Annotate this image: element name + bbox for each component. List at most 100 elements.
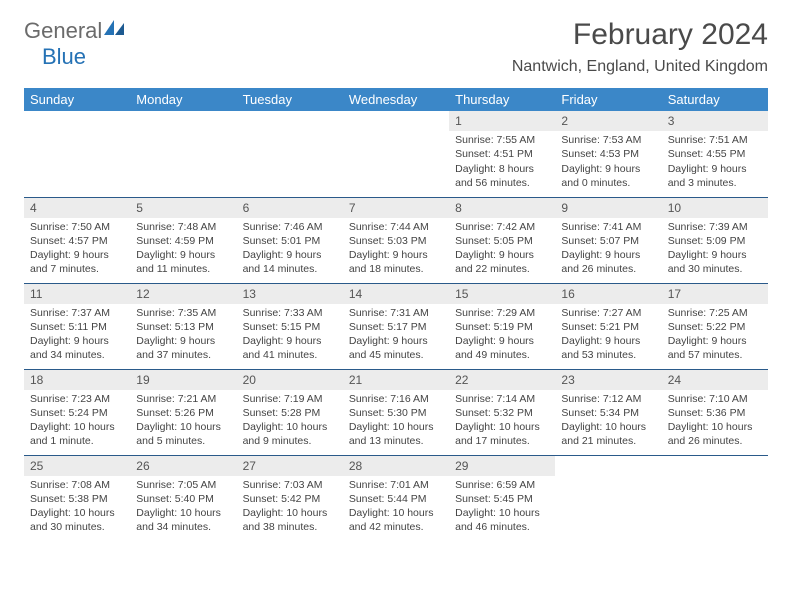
daylight-line: Daylight: 9 hours and 30 minutes. (668, 248, 762, 276)
daylight-line: Daylight: 9 hours and 37 minutes. (136, 334, 230, 362)
daylight-line: Daylight: 10 hours and 38 minutes. (243, 506, 337, 534)
day-number: 18 (24, 370, 130, 390)
calendar-cell: 21Sunrise: 7:16 AMSunset: 5:30 PMDayligh… (343, 369, 449, 455)
day-number: 11 (24, 284, 130, 304)
calendar-cell: 6Sunrise: 7:46 AMSunset: 5:01 PMDaylight… (237, 197, 343, 283)
calendar-cell: 7Sunrise: 7:44 AMSunset: 5:03 PMDaylight… (343, 197, 449, 283)
sunrise-line: Sunrise: 7:03 AM (243, 478, 337, 492)
day-number: 5 (130, 198, 236, 218)
sunrise-line: Sunrise: 7:10 AM (668, 392, 762, 406)
sunrise-line: Sunrise: 7:46 AM (243, 220, 337, 234)
day-number: 7 (343, 198, 449, 218)
logo-text-blue: Blue (42, 44, 126, 70)
calendar-cell: 10Sunrise: 7:39 AMSunset: 5:09 PMDayligh… (662, 197, 768, 283)
daylight-line: Daylight: 10 hours and 17 minutes. (455, 420, 549, 448)
calendar-cell: 12Sunrise: 7:35 AMSunset: 5:13 PMDayligh… (130, 283, 236, 369)
sunrise-line: Sunrise: 7:50 AM (30, 220, 124, 234)
col-header: Monday (130, 88, 236, 111)
day-number: 13 (237, 284, 343, 304)
calendar-cell: 27Sunrise: 7:03 AMSunset: 5:42 PMDayligh… (237, 455, 343, 541)
calendar-cell: 8Sunrise: 7:42 AMSunset: 5:05 PMDaylight… (449, 197, 555, 283)
sunrise-line: Sunrise: 7:48 AM (136, 220, 230, 234)
logo-text-general: General (24, 18, 102, 44)
calendar-cell: 1Sunrise: 7:55 AMSunset: 4:51 PMDaylight… (449, 111, 555, 197)
day-body: Sunrise: 7:21 AMSunset: 5:26 PMDaylight:… (130, 390, 236, 453)
calendar-cell (130, 111, 236, 197)
col-header: Friday (555, 88, 661, 111)
sunrise-line: Sunrise: 7:14 AM (455, 392, 549, 406)
sunset-line: Sunset: 5:24 PM (30, 406, 124, 420)
day-number: 27 (237, 456, 343, 476)
sunset-line: Sunset: 5:05 PM (455, 234, 549, 248)
daylight-line: Daylight: 9 hours and 14 minutes. (243, 248, 337, 276)
sunset-line: Sunset: 4:59 PM (136, 234, 230, 248)
sunset-line: Sunset: 5:40 PM (136, 492, 230, 506)
sunrise-line: Sunrise: 7:05 AM (136, 478, 230, 492)
day-body: Sunrise: 7:10 AMSunset: 5:36 PMDaylight:… (662, 390, 768, 453)
col-header: Sunday (24, 88, 130, 111)
day-number: 21 (343, 370, 449, 390)
day-number: 4 (24, 198, 130, 218)
daylight-line: Daylight: 10 hours and 46 minutes. (455, 506, 549, 534)
calendar-cell: 15Sunrise: 7:29 AMSunset: 5:19 PMDayligh… (449, 283, 555, 369)
sunrise-line: Sunrise: 7:39 AM (668, 220, 762, 234)
sunrise-line: Sunrise: 7:42 AM (455, 220, 549, 234)
day-body: Sunrise: 7:50 AMSunset: 4:57 PMDaylight:… (24, 218, 130, 281)
sunset-line: Sunset: 5:26 PM (136, 406, 230, 420)
sunset-line: Sunset: 4:57 PM (30, 234, 124, 248)
sunset-line: Sunset: 5:34 PM (561, 406, 655, 420)
day-body: Sunrise: 7:12 AMSunset: 5:34 PMDaylight:… (555, 390, 661, 453)
day-body: Sunrise: 7:35 AMSunset: 5:13 PMDaylight:… (130, 304, 236, 367)
sunrise-line: Sunrise: 7:31 AM (349, 306, 443, 320)
daylight-line: Daylight: 9 hours and 34 minutes. (30, 334, 124, 362)
day-body: Sunrise: 7:51 AMSunset: 4:55 PMDaylight:… (662, 131, 768, 194)
daylight-line: Daylight: 9 hours and 57 minutes. (668, 334, 762, 362)
day-number: 22 (449, 370, 555, 390)
calendar-cell: 26Sunrise: 7:05 AMSunset: 5:40 PMDayligh… (130, 455, 236, 541)
calendar-cell: 19Sunrise: 7:21 AMSunset: 5:26 PMDayligh… (130, 369, 236, 455)
calendar-cell: 2Sunrise: 7:53 AMSunset: 4:53 PMDaylight… (555, 111, 661, 197)
day-number: 1 (449, 111, 555, 131)
day-number: 23 (555, 370, 661, 390)
calendar-cell (237, 111, 343, 197)
day-number: 2 (555, 111, 661, 131)
daylight-line: Daylight: 9 hours and 3 minutes. (668, 162, 762, 190)
day-body: Sunrise: 7:46 AMSunset: 5:01 PMDaylight:… (237, 218, 343, 281)
daylight-line: Daylight: 10 hours and 13 minutes. (349, 420, 443, 448)
calendar-cell: 20Sunrise: 7:19 AMSunset: 5:28 PMDayligh… (237, 369, 343, 455)
sunset-line: Sunset: 5:03 PM (349, 234, 443, 248)
daylight-line: Daylight: 9 hours and 49 minutes. (455, 334, 549, 362)
sunset-line: Sunset: 5:22 PM (668, 320, 762, 334)
title-block: February 2024 Nantwich, England, United … (512, 18, 768, 76)
day-body: Sunrise: 7:03 AMSunset: 5:42 PMDaylight:… (237, 476, 343, 539)
day-number: 20 (237, 370, 343, 390)
sunrise-line: Sunrise: 6:59 AM (455, 478, 549, 492)
page-title: February 2024 (512, 18, 768, 52)
day-body: Sunrise: 7:16 AMSunset: 5:30 PMDaylight:… (343, 390, 449, 453)
daylight-line: Daylight: 9 hours and 45 minutes. (349, 334, 443, 362)
daylight-line: Daylight: 9 hours and 11 minutes. (136, 248, 230, 276)
sunrise-line: Sunrise: 7:35 AM (136, 306, 230, 320)
day-number: 17 (662, 284, 768, 304)
day-number: 6 (237, 198, 343, 218)
sunrise-line: Sunrise: 7:23 AM (30, 392, 124, 406)
header: General Blue February 2024 Nantwich, Eng… (24, 18, 768, 76)
day-number: 26 (130, 456, 236, 476)
sunset-line: Sunset: 5:30 PM (349, 406, 443, 420)
daylight-line: Daylight: 9 hours and 22 minutes. (455, 248, 549, 276)
daylight-line: Daylight: 10 hours and 5 minutes. (136, 420, 230, 448)
calendar-cell: 29Sunrise: 6:59 AMSunset: 5:45 PMDayligh… (449, 455, 555, 541)
day-body: Sunrise: 7:48 AMSunset: 4:59 PMDaylight:… (130, 218, 236, 281)
day-number: 16 (555, 284, 661, 304)
sunrise-line: Sunrise: 7:44 AM (349, 220, 443, 234)
col-header: Saturday (662, 88, 768, 111)
day-body: Sunrise: 7:14 AMSunset: 5:32 PMDaylight:… (449, 390, 555, 453)
calendar-cell: 18Sunrise: 7:23 AMSunset: 5:24 PMDayligh… (24, 369, 130, 455)
day-number: 10 (662, 198, 768, 218)
calendar-cell: 24Sunrise: 7:10 AMSunset: 5:36 PMDayligh… (662, 369, 768, 455)
sunrise-line: Sunrise: 7:21 AM (136, 392, 230, 406)
day-body: Sunrise: 6:59 AMSunset: 5:45 PMDaylight:… (449, 476, 555, 539)
daylight-line: Daylight: 10 hours and 30 minutes. (30, 506, 124, 534)
day-number: 28 (343, 456, 449, 476)
day-body: Sunrise: 7:44 AMSunset: 5:03 PMDaylight:… (343, 218, 449, 281)
